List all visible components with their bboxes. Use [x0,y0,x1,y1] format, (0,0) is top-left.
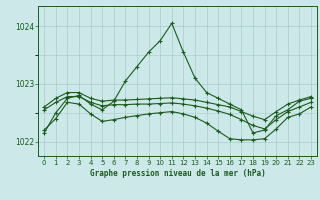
X-axis label: Graphe pression niveau de la mer (hPa): Graphe pression niveau de la mer (hPa) [90,169,266,178]
